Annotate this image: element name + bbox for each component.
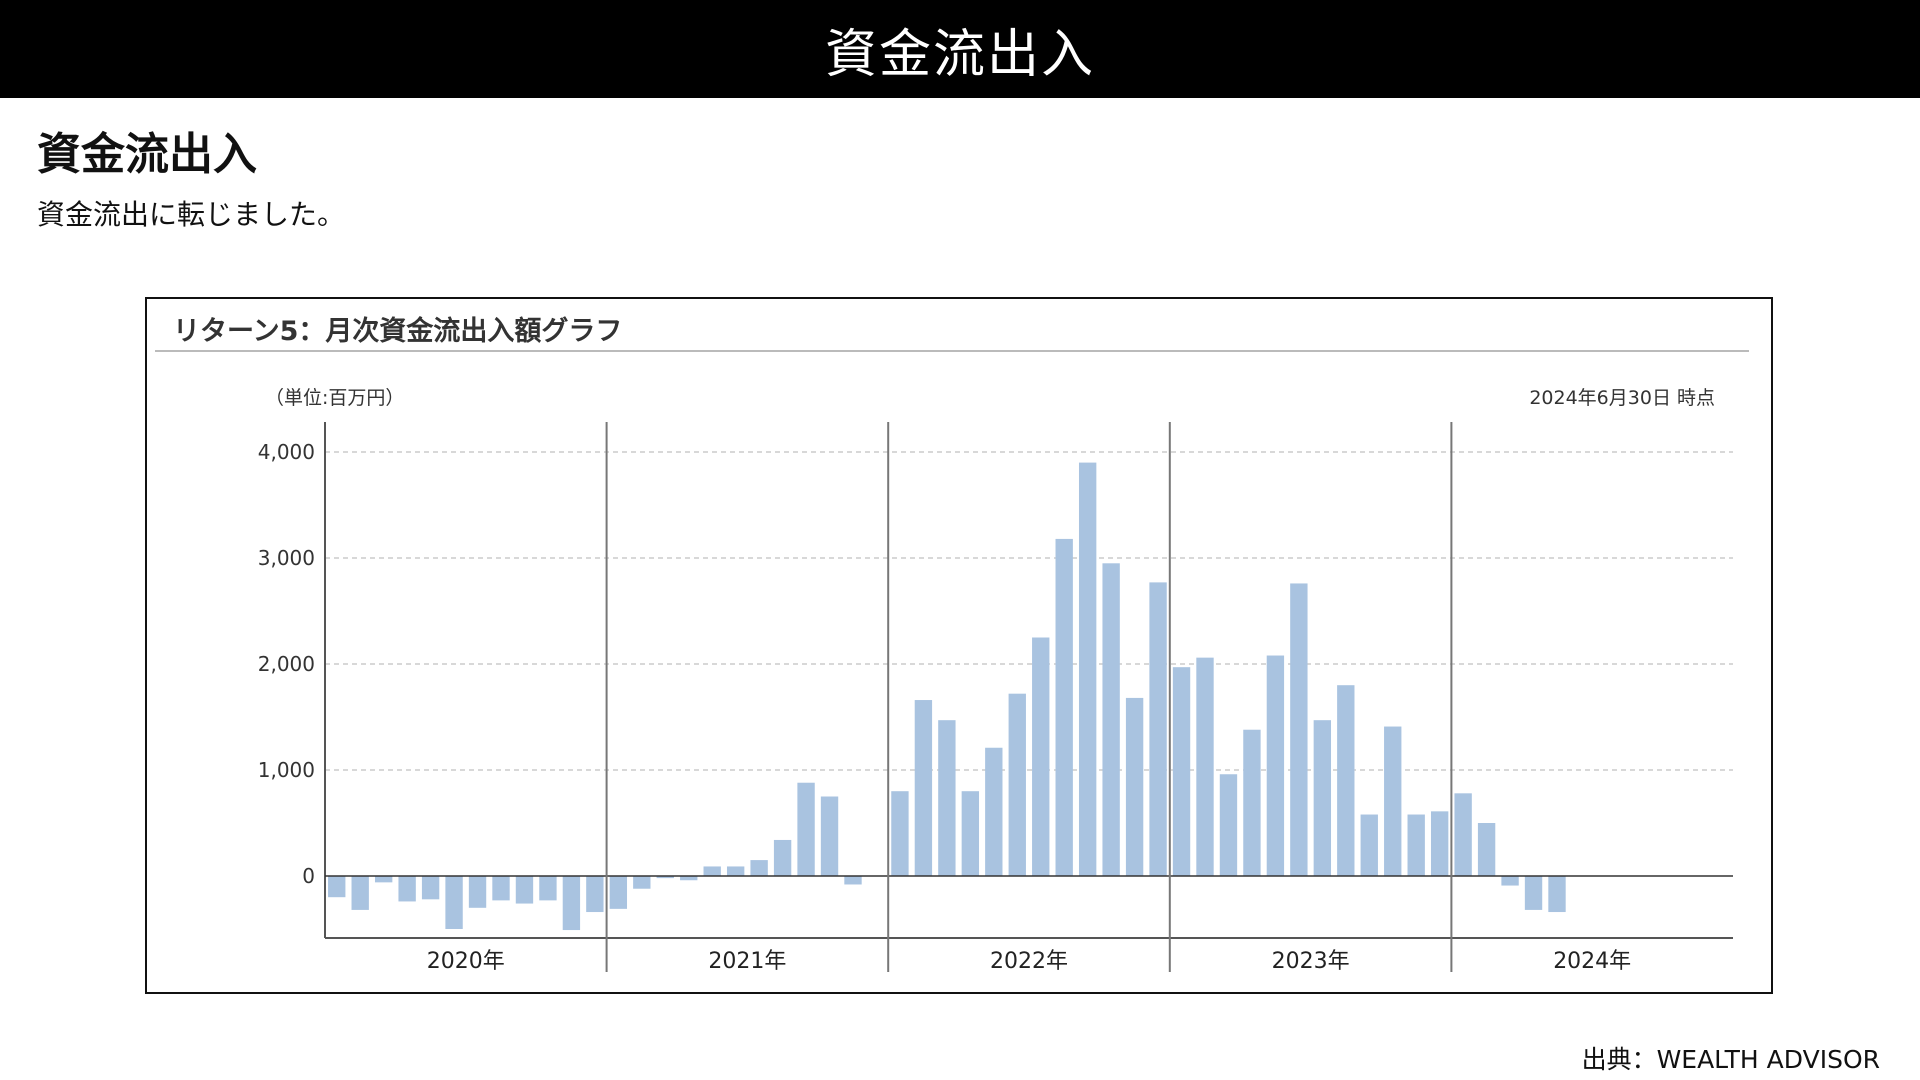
y-tick-label: 1,000 bbox=[258, 758, 315, 782]
bar bbox=[421, 876, 440, 900]
section-heading: 資金流出入 bbox=[37, 129, 257, 180]
bar bbox=[1501, 876, 1519, 886]
bar bbox=[1243, 729, 1261, 876]
bar bbox=[1102, 563, 1120, 876]
bar bbox=[1219, 774, 1238, 876]
bar bbox=[539, 876, 557, 901]
bar bbox=[1384, 726, 1402, 876]
bar bbox=[797, 782, 815, 876]
chart-panel: リターン5：月次資金流出入額グラフ （単位:百万円） 2024年6月30日 時点… bbox=[145, 297, 1773, 994]
chart-title: リターン5：月次資金流出入額グラフ bbox=[173, 316, 623, 347]
bar bbox=[1548, 876, 1566, 913]
bar bbox=[656, 876, 674, 879]
bar bbox=[703, 866, 721, 876]
bar bbox=[374, 876, 393, 883]
y-tick-label: 3,000 bbox=[258, 546, 315, 570]
bar bbox=[586, 876, 604, 913]
bar bbox=[1266, 655, 1285, 876]
title-divider bbox=[155, 350, 1749, 352]
bar bbox=[1078, 462, 1097, 876]
bar bbox=[1524, 876, 1543, 910]
bar bbox=[961, 791, 980, 876]
bar bbox=[468, 876, 487, 908]
bar bbox=[1032, 637, 1050, 876]
x-tick-label: 2024年 bbox=[1553, 949, 1631, 974]
bar bbox=[985, 747, 1003, 876]
bar bbox=[398, 876, 416, 902]
bar bbox=[1008, 693, 1026, 876]
bar bbox=[328, 876, 346, 898]
section-subtitle: 資金流出に転じました。 bbox=[37, 198, 346, 231]
banner-title: 資金流出入 bbox=[824, 24, 1095, 85]
bar bbox=[726, 866, 745, 876]
bar bbox=[1196, 657, 1214, 876]
bar bbox=[820, 796, 839, 876]
x-tick-label: 2022年 bbox=[990, 949, 1068, 974]
top-banner: 資金流出入 bbox=[0, 0, 1920, 98]
bar bbox=[1125, 697, 1144, 876]
x-tick-label: 2020年 bbox=[427, 949, 505, 974]
y-tick-label: 0 bbox=[302, 864, 315, 888]
bar bbox=[1430, 811, 1449, 876]
bar bbox=[1407, 814, 1425, 876]
bar bbox=[1055, 538, 1073, 876]
bar bbox=[492, 876, 510, 901]
bar bbox=[750, 860, 768, 876]
as-of-label: 2024年6月30日 時点 bbox=[1529, 387, 1715, 409]
bar bbox=[562, 876, 581, 931]
bar bbox=[633, 876, 651, 889]
bar bbox=[1290, 583, 1308, 876]
bar bbox=[351, 876, 369, 910]
bar bbox=[1477, 823, 1496, 876]
bar bbox=[1360, 814, 1378, 876]
bar bbox=[1337, 685, 1355, 876]
bar bbox=[773, 839, 792, 876]
y-tick-label: 2,000 bbox=[258, 652, 315, 676]
bar bbox=[515, 876, 534, 904]
bar bbox=[445, 876, 463, 929]
x-tick-label: 2023年 bbox=[1272, 949, 1350, 974]
x-tick-label: 2021年 bbox=[708, 949, 786, 974]
source-credit: 出典：WEALTH ADVISOR bbox=[1581, 1045, 1880, 1074]
bar bbox=[1149, 582, 1167, 876]
bar bbox=[938, 720, 956, 876]
y-tick-label: 4,000 bbox=[258, 440, 315, 464]
bar bbox=[891, 791, 909, 876]
bar bbox=[914, 700, 933, 876]
bar-chart: 0 1,000 2,000 3,000 4,000 2020年 2021年 2022年 2023… bbox=[258, 422, 1733, 974]
unit-label: （単位:百万円） bbox=[265, 387, 405, 409]
bar bbox=[680, 876, 698, 881]
bar bbox=[1172, 667, 1191, 876]
bar bbox=[844, 876, 862, 885]
bar bbox=[1313, 720, 1332, 876]
bar bbox=[609, 876, 628, 909]
bar bbox=[1454, 793, 1472, 876]
